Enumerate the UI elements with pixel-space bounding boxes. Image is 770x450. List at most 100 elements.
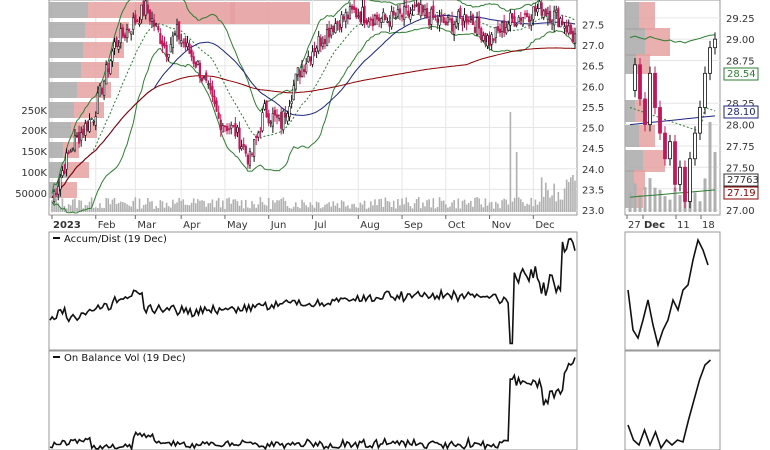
candle-body: [569, 24, 572, 35]
volume-bar: [461, 200, 464, 212]
candle-body: [115, 37, 118, 47]
volume-bar: [161, 201, 164, 212]
candle-body: [211, 86, 214, 97]
volume-bar: [234, 199, 237, 212]
candle-body: [92, 120, 95, 123]
zoom-value-label: 28.54: [727, 69, 756, 80]
volume-bar: [532, 206, 535, 212]
candle-body: [161, 40, 164, 47]
candle-body: [71, 147, 74, 150]
zoom-volume-bar: [668, 199, 672, 212]
candle-body: [169, 43, 172, 53]
zoom-candle-body: [668, 141, 672, 160]
volume-bar: [374, 199, 376, 212]
volume-by-price-bar-down: [49, 122, 71, 138]
candle-body: [148, 9, 152, 22]
candle-body: [134, 14, 137, 24]
volume-bar: [319, 208, 322, 212]
volume-bar: [107, 198, 110, 212]
date-tick-label: 2023: [53, 220, 81, 231]
candle-body: [65, 152, 68, 170]
zoom-date-axis: 27 Dec 11 18: [626, 215, 715, 231]
volume-bar: [159, 200, 162, 212]
volume-bar: [538, 201, 541, 212]
candle-body: [457, 10, 460, 24]
volume-bar: [172, 199, 174, 212]
candle-body: [355, 7, 358, 18]
candle-body: [146, 4, 149, 13]
candle-body: [167, 54, 170, 58]
volume-bar: [94, 207, 97, 212]
candle-body: [357, 15, 360, 18]
volume-bar: [486, 205, 489, 212]
volume-by-price: [49, 2, 310, 198]
volume-bar: [363, 200, 366, 212]
date-tick-label: Sep: [404, 220, 423, 231]
volume-bar: [53, 202, 55, 212]
candle-body: [555, 9, 558, 13]
volume-bar: [80, 200, 82, 212]
zoom-bollinger-lower: [629, 189, 716, 198]
volume-by-price-bar-down: [49, 142, 63, 158]
volume-bar: [153, 208, 155, 212]
candle-body: [367, 21, 370, 28]
zoom-value-label: 27763: [727, 175, 759, 186]
candle-body: [382, 11, 385, 23]
candle-body: [475, 17, 479, 35]
price-tick-label: 26.0: [582, 82, 604, 93]
volume-bar: [549, 197, 551, 212]
candle-body: [378, 17, 381, 22]
candle-body: [373, 15, 377, 25]
volume-by-price-bar-up: [135, 2, 235, 24]
candle-body: [548, 10, 552, 22]
candle-body: [178, 21, 181, 40]
volume-bar: [357, 207, 360, 212]
candle-body: [175, 23, 179, 37]
zoom-price-tick-label: 27.00: [726, 206, 755, 217]
volume-bar: [197, 199, 199, 212]
volume-bar: [155, 206, 157, 212]
volume-bar: [457, 198, 460, 212]
sma-200: [51, 47, 575, 199]
candle-body: [142, 0, 145, 16]
volume-bar: [282, 197, 285, 212]
candle-body: [359, 11, 362, 22]
zoom-obv-panel: [624, 350, 721, 450]
candle-body: [300, 66, 304, 77]
volume-bar: [99, 203, 101, 212]
candle-body: [190, 49, 193, 58]
volume-bar: [297, 206, 299, 212]
volume-bar: [465, 204, 468, 212]
date-tick-label: May: [227, 220, 248, 231]
volume-bar: [426, 200, 428, 212]
candle-body: [523, 13, 527, 15]
candle-body: [57, 186, 60, 195]
volume-bar: [561, 199, 564, 212]
volume-bar: [124, 202, 126, 212]
candle-body: [215, 100, 218, 112]
volume-bar: [430, 207, 433, 212]
volume-bar: [463, 199, 466, 212]
volume-bar: [436, 207, 439, 212]
volume-bar: [132, 200, 135, 212]
volume-bar: [255, 207, 257, 212]
zoom-volume-bar: [693, 192, 697, 212]
candle-body: [52, 190, 56, 202]
candle-body: [315, 47, 318, 53]
volume-bar: [217, 197, 220, 212]
candle-body: [421, 5, 424, 13]
date-tick-label: Aug: [360, 220, 380, 231]
candle-body: [173, 33, 177, 35]
candle-body: [280, 111, 283, 129]
volume-by-price-bar-down: [49, 62, 81, 78]
candle-body: [503, 20, 506, 33]
candle-body: [371, 18, 374, 27]
volume-bar: [109, 204, 112, 212]
volume-bar: [513, 197, 516, 212]
candle-body: [540, 2, 543, 16]
candle-body: [396, 9, 399, 17]
volume-bar: [274, 202, 276, 212]
candle-body: [394, 17, 397, 19]
candle-body: [465, 15, 468, 24]
